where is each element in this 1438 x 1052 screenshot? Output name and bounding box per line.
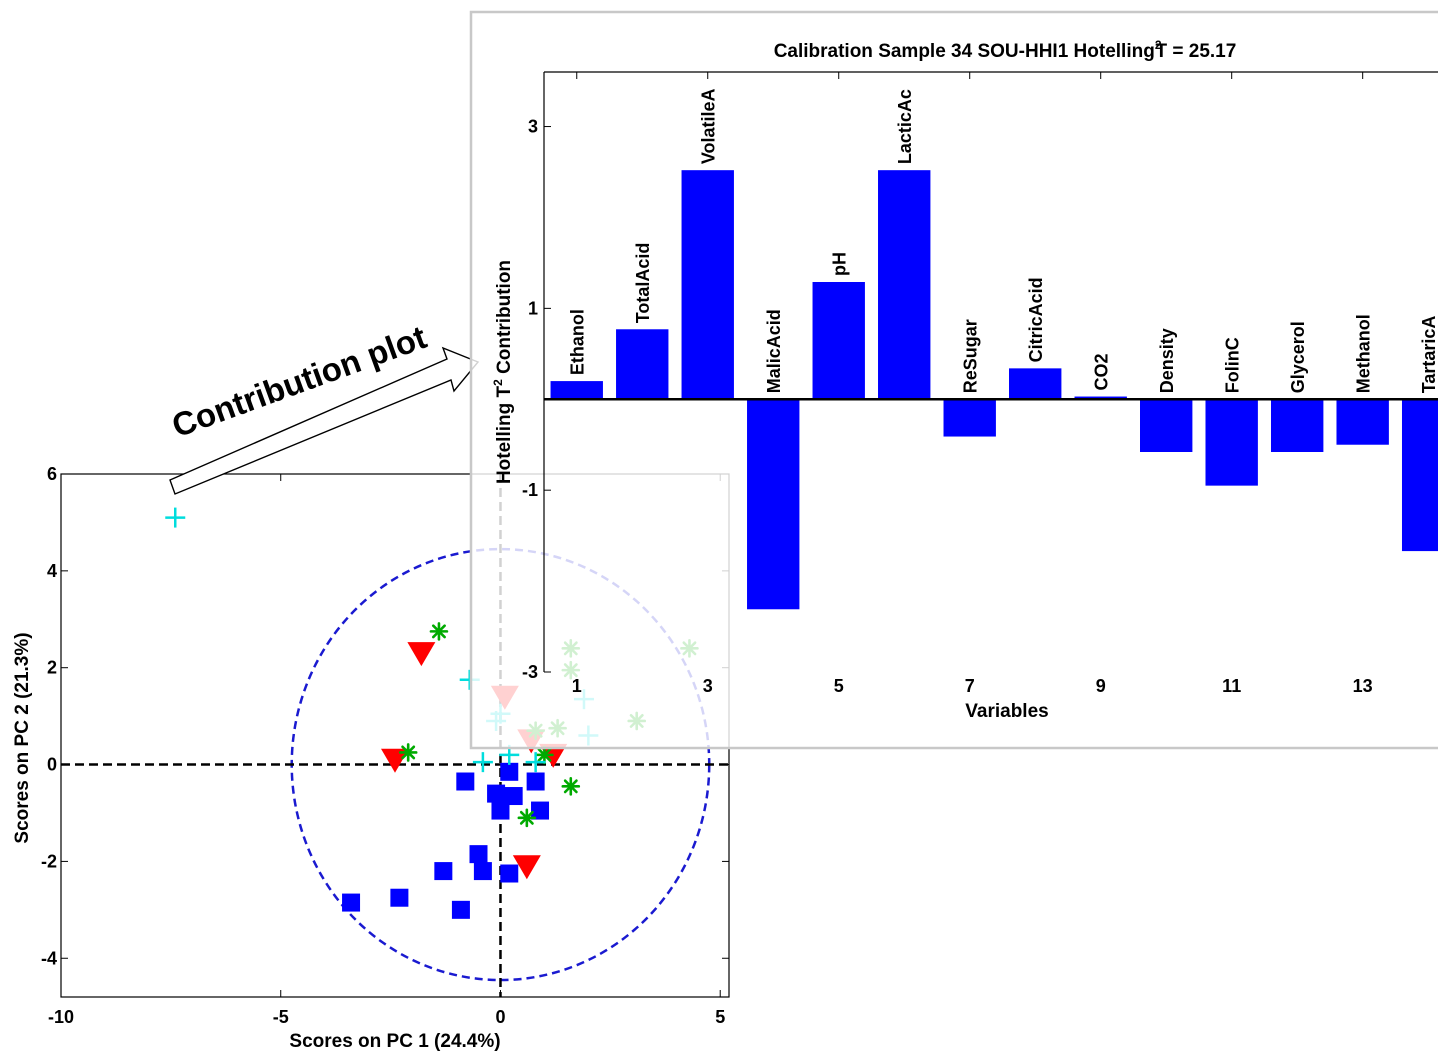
scatter-y-tick-label: -4 [41,948,57,968]
category-label: pH [830,252,850,276]
asterisk-marker [517,808,537,828]
bar-x-tick-label: 1 [572,676,582,696]
contribution-plot-arrow: Contribution plot [167,318,480,495]
category-label: MalicAcid [764,309,784,393]
bar-density [1140,399,1193,452]
square-marker [451,900,470,919]
triangle-marker [407,642,436,667]
triangle-marker [512,855,541,880]
bar-ph [812,282,865,400]
scatter-y-tick-label: 4 [47,561,57,581]
scatter-x-tick-label: -5 [273,1007,289,1027]
category-label: VolatileA [699,88,719,164]
plus-marker [472,752,493,773]
square-marker [434,862,453,881]
category-label: TotalAcid [633,243,653,324]
bar-folinc [1205,399,1258,486]
asterisk-stroke [401,745,416,760]
bar-chart-title: Calibration Sample 34 SOU-HHI1 Hotelling… [774,38,1237,62]
scatter-y-tick-label: 0 [47,755,57,775]
scatter-x-tick-label: -10 [48,1007,74,1027]
bar-malicacid [747,399,800,610]
bar-methanol [1336,399,1389,445]
asterisk-marker [429,622,449,641]
asterisk-stroke [563,779,578,794]
category-label: Ethanol [568,309,588,375]
bar-chart-y-axis-label: Hotelling T2 Contribution [491,260,515,484]
category-label: Methanol [1354,314,1374,393]
bar-x-tick-label: 3 [703,676,713,696]
square-marker [456,772,475,791]
square-marker [390,888,409,907]
bar-co2 [1074,396,1127,400]
bar-y-tick-label: 1 [528,298,538,318]
asterisk-stroke [537,747,552,762]
bar-x-tick-label: 5 [834,676,844,696]
category-label: CO2 [1092,354,1112,391]
asterisk-marker [398,743,418,762]
contribution-bar-chart: Calibration Sample 34 SOU-HHI1 Hotelling… [469,10,1438,750]
category-label: LacticAc [895,89,915,164]
square-marker [504,787,523,806]
scatter-x-tick-label: 0 [495,1007,505,1027]
category-label: FolinC [1223,337,1243,393]
bar-x-tick-label: 13 [1353,676,1373,696]
category-label: TartaricA [1419,316,1438,394]
scatter-x-tick-label: 5 [715,1007,725,1027]
scatter-y-tick-label: 6 [47,464,57,484]
bar-lacticac [878,170,931,400]
bar-volatilea [681,170,734,400]
bar-category-labels: Ethanol TotalAcid VolatileA MalicAcid pH Lact… [568,88,1438,393]
category-label: CitricAcid [1026,277,1046,362]
scatter-tick-labels: -10 -5 0 5 -4 -2 0 2 4 6 [41,464,725,1027]
plus-marker [165,507,186,528]
bar-x-tick-label: 7 [965,676,975,696]
square-marker [491,801,510,820]
square-marker [526,772,545,791]
bar-chart-bars [550,170,1438,610]
square-marker [342,893,361,912]
bar-chart-axes [543,71,1438,673]
scatter-x-axis-label: Scores on PC 1 (24.4%) [289,1031,500,1052]
bar-resugar [943,399,996,437]
bar-glycerol [1270,399,1324,452]
category-label: Glycerol [1288,321,1308,393]
asterisk-stroke [431,624,446,639]
bar-totalacid [616,329,669,400]
square-marker [500,762,519,781]
asterisk-marker [561,777,581,796]
bar-ethanol [550,381,603,400]
bar-tartarica [1401,399,1438,552]
square-marker [473,862,492,881]
bar-x-tick-label: 11 [1222,676,1241,696]
bar-y-tick-label: -3 [522,662,538,682]
square-marker [500,864,519,883]
asterisk-marker [535,745,554,765]
bar-chart-x-axis-label: Variables [965,701,1048,722]
category-label: Density [1157,328,1177,393]
square-marker [469,845,488,864]
scatter-y-axis-label: Scores on PC 2 (21.3%) [12,632,33,843]
bar-y-tick-label: -1 [522,480,538,500]
square-marker [531,801,550,820]
scatter-y-tick-label: 2 [47,658,57,678]
triangle-marker [381,748,409,773]
scatter-y-tick-label: -2 [41,851,57,871]
square-marker [487,784,506,803]
category-label: ReSugar [961,319,981,393]
plus-marker [525,752,546,773]
bar-y-tick-label: 3 [528,117,538,137]
asterisk-stroke [519,810,534,825]
bar-citricacid [1009,368,1062,400]
bar-x-tick-label: 9 [1096,676,1106,696]
